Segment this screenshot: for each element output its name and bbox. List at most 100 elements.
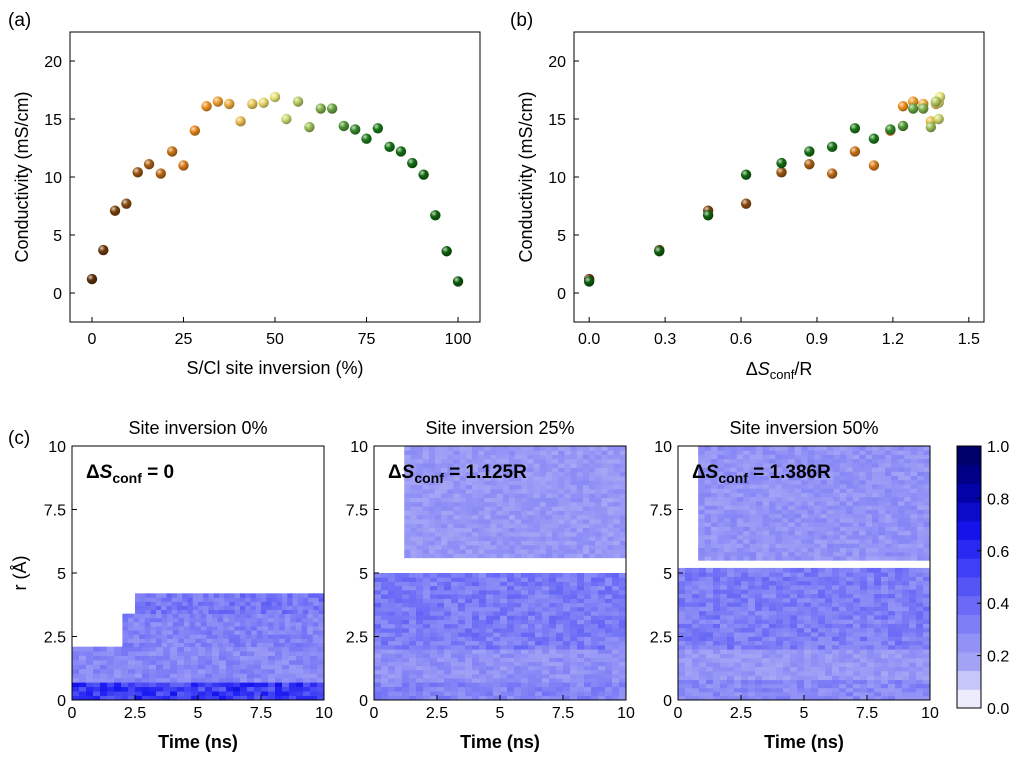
heatmap-cell — [465, 454, 473, 460]
heatmap-cell — [233, 651, 241, 656]
heatmap-cell — [149, 655, 157, 661]
heatmap-cell — [601, 493, 608, 498]
heatmap-cell — [804, 610, 812, 616]
heatmap-cell — [748, 657, 756, 663]
heatmap-cell — [465, 463, 473, 468]
heatmap-cell — [515, 506, 522, 511]
heatmap-cell — [514, 573, 522, 578]
heatmap-cell — [430, 682, 438, 688]
heatmap-cell — [223, 638, 230, 643]
heatmap-cell — [268, 664, 276, 670]
heatmap-cell — [755, 576, 763, 582]
heatmap-cell — [825, 649, 833, 654]
heatmap-cell — [206, 626, 213, 631]
x-tick-label: 0 — [88, 331, 97, 348]
heatmap-cell — [743, 539, 751, 544]
heatmap-cell — [484, 446, 491, 451]
heatmap-cell — [734, 679, 742, 685]
heatmap-cell — [128, 638, 134, 643]
heatmap-cell — [459, 476, 467, 481]
heatmap-cell — [607, 484, 615, 490]
heatmap-cell — [902, 644, 910, 650]
heatmap-cell — [713, 632, 721, 637]
heatmap-cell — [888, 589, 896, 594]
heatmap-cell — [769, 492, 776, 498]
heatmap-cell — [755, 619, 763, 624]
heatmap-cell — [685, 640, 693, 646]
heatmap-cell — [881, 662, 889, 668]
heatmap-cell — [736, 501, 744, 506]
heatmap-cell — [410, 471, 417, 477]
heatmap-cell — [545, 446, 553, 451]
heatmap-cell — [797, 640, 805, 646]
heatmap-cell — [804, 662, 812, 668]
heatmap-cell — [430, 653, 438, 658]
heatmap-cell — [818, 576, 826, 582]
heatmap-cell — [549, 577, 557, 582]
heatmap-cell — [374, 653, 382, 658]
heatmap-cell — [846, 488, 854, 493]
heatmap-cell — [730, 526, 738, 532]
heatmap-cell — [607, 527, 615, 533]
heatmap-cell — [713, 589, 721, 594]
y-tick-label: 10 — [350, 439, 368, 456]
heatmap-cell — [820, 551, 828, 557]
heatmap-cell — [178, 617, 185, 623]
heatmap-cell — [381, 577, 389, 582]
heatmap-cell — [282, 677, 290, 683]
heatmap-cell — [801, 501, 809, 506]
heatmap-cell — [233, 646, 241, 652]
heatmap-cell — [839, 484, 847, 489]
heatmap-cell — [713, 649, 721, 654]
heatmap-cell — [490, 553, 498, 559]
heatmap-cell — [741, 606, 749, 612]
heatmap-cell — [564, 488, 571, 494]
heatmap-cell — [303, 682, 311, 688]
heatmap-cell — [404, 463, 411, 468]
heatmap-cell — [607, 497, 615, 503]
heatmap-cell — [296, 651, 304, 656]
heatmap-cell — [535, 623, 543, 629]
heatmap-cell — [437, 686, 445, 692]
heatmap-cell — [404, 506, 411, 511]
heatmap-cell — [619, 673, 627, 679]
heatmap-cell — [563, 640, 571, 646]
heatmap-cell — [100, 677, 108, 683]
heatmap-cell — [437, 678, 445, 683]
heatmap-cell — [706, 691, 714, 697]
heatmap-cell — [902, 567, 910, 573]
heatmap-cell — [133, 638, 140, 643]
heatmap-cell — [172, 617, 179, 623]
heatmap-cell — [741, 640, 749, 646]
heatmap-cell — [428, 510, 436, 516]
heatmap-cell — [486, 661, 494, 667]
heatmap-cell — [79, 695, 87, 701]
heatmap-cell — [395, 636, 403, 642]
heatmap-cell — [807, 509, 815, 515]
heatmap-cell — [402, 695, 410, 701]
heatmap-cell — [496, 497, 504, 503]
heatmap-cell — [558, 549, 565, 554]
heatmap-cell — [142, 691, 150, 696]
heatmap-cell — [479, 649, 487, 654]
heatmap-cell — [577, 691, 585, 696]
heatmap-cell — [713, 602, 721, 607]
heatmap-cell — [717, 547, 725, 553]
heatmap-cell — [698, 556, 705, 561]
heatmap-cell — [790, 602, 798, 607]
heatmap-cell — [171, 593, 178, 598]
heatmap-cell — [734, 670, 742, 676]
heatmap-cell — [832, 691, 840, 697]
heatmap-cell — [453, 506, 461, 511]
heatmap-cell — [888, 627, 896, 633]
heatmap-cell — [730, 446, 738, 451]
heatmap-cell — [240, 630, 246, 635]
heatmap-cell — [807, 467, 815, 472]
heatmap-cell — [296, 664, 304, 670]
heatmap-cell — [521, 536, 528, 541]
heatmap-cell — [410, 501, 417, 507]
heatmap-cell — [723, 547, 731, 553]
heatmap-cell — [820, 462, 828, 468]
heatmap-cell — [801, 530, 809, 536]
heatmap-cell — [402, 673, 410, 679]
